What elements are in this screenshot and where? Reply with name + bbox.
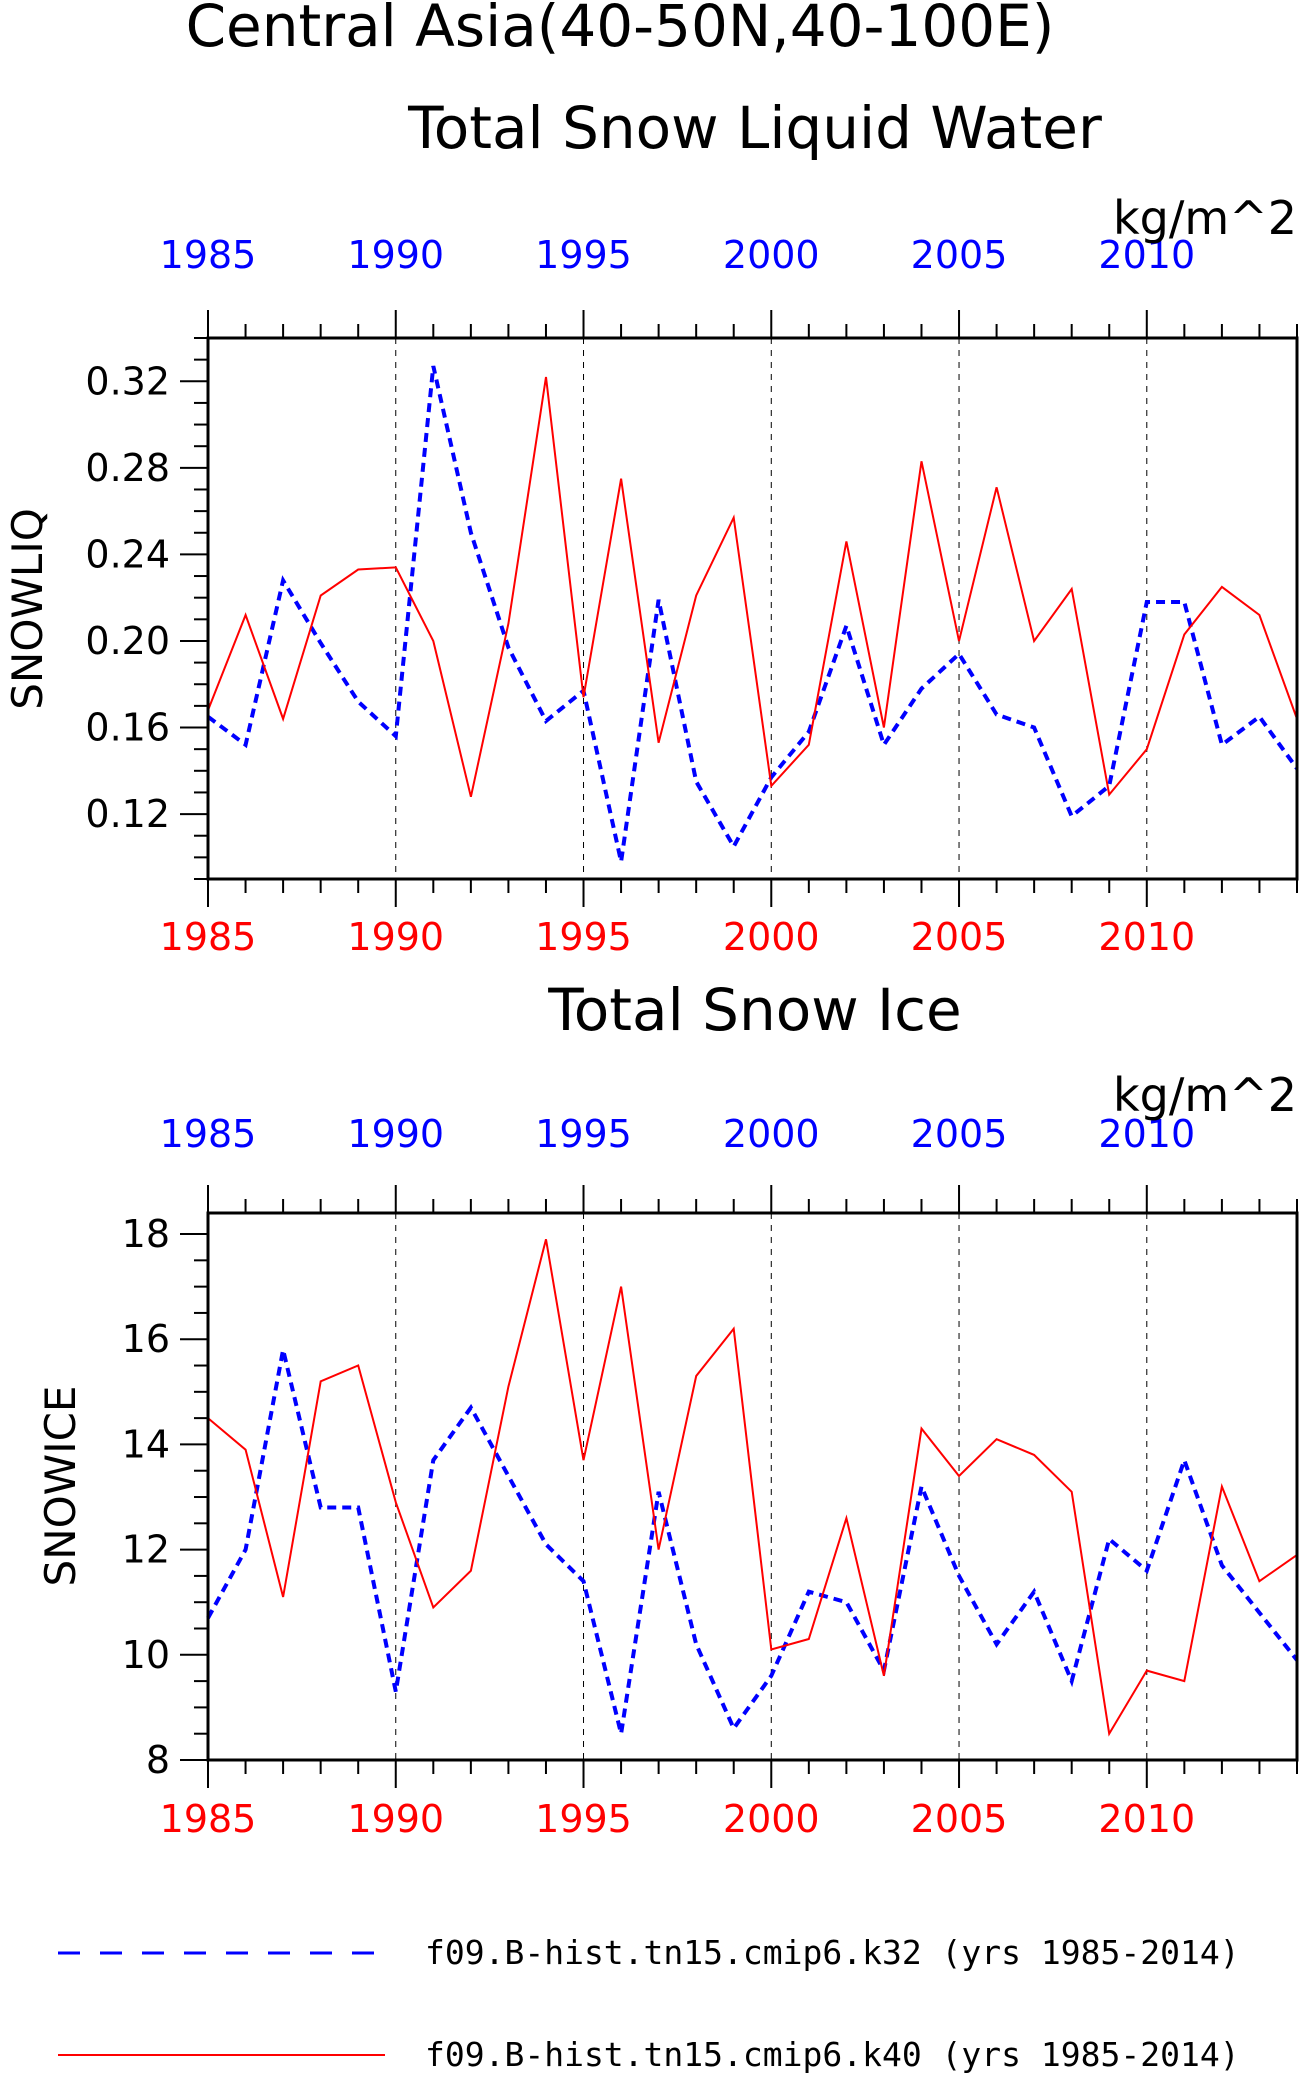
x-tick-label-bottom: 1985 [160, 915, 257, 959]
y-tick-label: 10 [122, 1633, 170, 1677]
y-tick-label: 8 [146, 1738, 170, 1782]
plot-frame [206, 1211, 1299, 1762]
figure-title-line1: Central Asia(40-50N,40-100E) [186, 0, 1055, 60]
x-tick-label-top: 1995 [535, 1112, 632, 1156]
y-tick-label: 0.20 [85, 619, 170, 663]
x-tick-label-top: 1985 [160, 233, 257, 277]
legend-label-k40: f09.B-hist.tn15.cmip6.k40 (yrs 1985-2014… [425, 2035, 1240, 2074]
y-tick-label: 18 [122, 1212, 170, 1256]
x-tick-label-bottom: 1995 [535, 915, 632, 959]
x-tick-label-bottom: 1990 [347, 915, 444, 959]
x-tick-label-bottom: 2010 [1098, 1797, 1195, 1841]
y-axis-label: SNOWLIQ [3, 508, 52, 710]
x-tick-label-top: 2010 [1098, 233, 1195, 277]
x-tick-label-top: 1990 [347, 1112, 444, 1156]
y-tick-label: 0.24 [85, 532, 170, 576]
x-tick-label-top: 1985 [160, 1112, 257, 1156]
snowliq-panel: 1985 1985 1990 1990 1995 1995 2000 2000 2005 2005… [3, 191, 1299, 959]
y-tick-label: 16 [122, 1317, 170, 1361]
x-tick-label-top: 2000 [723, 233, 820, 277]
x-tick-label-bottom: 1995 [535, 1797, 632, 1841]
series-line-k32 [206, 1349, 1299, 1735]
legend-label-k32: f09.B-hist.tn15.cmip6.k32 (yrs 1985-2014… [425, 1933, 1240, 1972]
units-label: kg/m^2 [1113, 191, 1297, 245]
y-tick-label: 0.28 [85, 446, 170, 490]
x-tick-label-top: 1995 [535, 233, 632, 277]
plot-frame [206, 336, 1299, 881]
x-tick-label-top: 2010 [1098, 1112, 1195, 1156]
legend: f09.B-hist.tn15.cmip6.k32 (yrs 1985-2014… [58, 1933, 1240, 2074]
x-tick-label-top: 2005 [911, 233, 1008, 277]
figure-title-line2: Total Snow Liquid Water [407, 94, 1102, 162]
units-label: kg/m^2 [1113, 1068, 1297, 1122]
x-tick-label-bottom: 2005 [911, 1797, 1008, 1841]
snowice-panel: 1985 1985 1990 1990 1995 1995 2000 2000 2005 2005… [36, 1068, 1299, 1841]
x-tick-label-top: 2000 [723, 1112, 820, 1156]
x-tick-label-bottom: 2000 [723, 915, 820, 959]
y-axis-label: SNOWICE [36, 1386, 85, 1587]
x-tick-label-bottom: 2005 [911, 915, 1008, 959]
panel2-title: Total Snow Ice [547, 976, 962, 1044]
x-tick-label-bottom: 2000 [723, 1797, 820, 1841]
x-tick-label-top: 2005 [911, 1112, 1008, 1156]
x-tick-label-bottom: 2010 [1098, 915, 1195, 959]
x-tick-label-top: 1990 [347, 233, 444, 277]
y-tick-label: 0.32 [85, 359, 170, 403]
series-line-k32 [206, 365, 1299, 863]
y-tick-label: 0.12 [85, 792, 170, 836]
series-line-k40 [207, 1239, 1298, 1737]
x-tick-label-bottom: 1985 [160, 1797, 257, 1841]
y-tick-label: 0.16 [85, 706, 170, 750]
series-line-k40 [207, 376, 1298, 798]
y-tick-label: 12 [122, 1528, 170, 1572]
y-tick-label: 14 [122, 1422, 170, 1466]
x-tick-label-bottom: 1990 [347, 1797, 444, 1841]
